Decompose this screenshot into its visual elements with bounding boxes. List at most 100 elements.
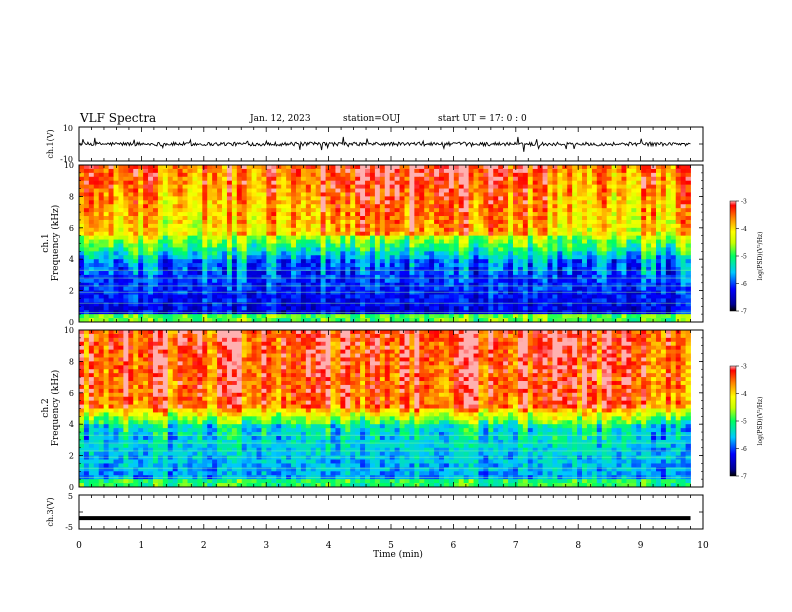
spectrogram-cell (345, 286, 351, 292)
spectrogram-cell (271, 243, 277, 248)
spectrogram-cell (295, 231, 302, 237)
spectrogram-cell (448, 263, 455, 268)
spectrogram-cell (192, 200, 198, 205)
spectrogram-cell (325, 223, 331, 229)
spectrogram-cell (478, 314, 484, 319)
spectrogram-cell (98, 302, 105, 307)
spectrogram-cell (197, 314, 203, 319)
spectrogram-cell (665, 235, 672, 240)
spectrogram-cell (651, 298, 657, 303)
spectrogram-cell (547, 278, 553, 284)
spectrogram-cell (606, 188, 613, 193)
spectrogram-cell (626, 314, 632, 319)
spectrogram-cell (591, 216, 598, 221)
spectrogram-cell (118, 172, 124, 178)
spectrogram-cell (394, 184, 400, 189)
spectrogram-cell (577, 196, 583, 201)
spectrogram-cell (295, 294, 302, 299)
spectrogram-cell (217, 231, 223, 237)
spectrogram-cell (83, 165, 90, 170)
spectrogram-cell (256, 270, 262, 276)
spectrogram-cell (448, 212, 455, 217)
spectrogram-cell (478, 188, 484, 193)
spectrogram-cell (207, 227, 213, 233)
spectrogram-cell (458, 290, 465, 295)
spectrogram-cell (83, 294, 90, 299)
spectrogram-cell (83, 290, 90, 295)
plot-title: VLF Spectra (80, 111, 157, 125)
spectrogram-cell (152, 259, 159, 264)
spectrogram-cell (601, 251, 608, 256)
spectrogram-cell (335, 235, 341, 240)
spectrogram-cell (246, 267, 252, 272)
spectrogram-cell (251, 219, 257, 225)
spectrogram-cell (162, 184, 169, 189)
spectrogram-cell (256, 204, 262, 209)
spectrogram-cell (582, 165, 588, 170)
spectrogram-cell (365, 270, 371, 276)
spectrogram-cell (384, 165, 391, 170)
spectrogram-cell (108, 172, 114, 178)
spectrogram-cell (355, 263, 361, 268)
spectrogram-cell (439, 282, 445, 288)
spectrogram-cell (374, 263, 381, 268)
spectrogram-cell (103, 188, 109, 193)
spectrogram-cell (251, 165, 257, 170)
spectrogram-cell (88, 176, 95, 182)
spectrogram-cell (143, 176, 149, 182)
spectrogram-cell (187, 278, 193, 284)
spectrogram-cell (236, 212, 243, 217)
spectrogram-cell (512, 251, 519, 256)
spectrogram-cell (537, 227, 543, 233)
spectrogram-cell (503, 184, 509, 189)
spectrogram-cell (226, 243, 233, 248)
spectrogram-cell (547, 176, 553, 182)
spectrogram-cell (310, 286, 317, 292)
spectrogram-cell (458, 263, 465, 268)
spectrogram-cell (226, 290, 233, 295)
spectrogram-cell (448, 223, 455, 229)
spectrogram-cell (651, 274, 657, 280)
spectrogram-cell (291, 294, 297, 299)
spectrogram-cell (108, 223, 114, 229)
spectrogram-cell (636, 302, 642, 307)
spectrogram-cell (656, 294, 662, 299)
spectrogram-cell (172, 318, 179, 323)
spectrogram-cell (646, 219, 652, 225)
spectrogram-cell (611, 306, 617, 311)
spectrogram-cell (527, 168, 534, 174)
spectrogram-cell (222, 259, 228, 264)
spectrogram-cell (547, 267, 553, 272)
spectrogram-cell (493, 188, 499, 193)
spectrogram-cell (448, 227, 455, 233)
spectrogram-cell (365, 267, 371, 272)
spectrogram-cell (350, 298, 356, 303)
spectrogram-cell (424, 168, 430, 174)
spectrogram-cell (231, 286, 238, 292)
spectrogram-cell (508, 306, 514, 311)
spectrogram-cell (675, 290, 682, 295)
spectrogram-cell (675, 314, 682, 319)
spectrogram-cell (675, 298, 682, 303)
spectrogram-cell (167, 227, 174, 233)
spectrogram-cell (138, 267, 144, 272)
spectrogram-cell (596, 172, 603, 178)
spectrogram-cell (295, 165, 302, 170)
spectrogram-cell (439, 176, 445, 182)
spectrogram-cell (118, 227, 124, 233)
spectrogram-cell (261, 188, 267, 193)
spectrogram-cell (217, 286, 223, 292)
spectrogram-cell (478, 216, 484, 221)
spectrogram-cell (295, 168, 302, 174)
spectrogram-cell (670, 235, 677, 240)
spectrogram-cell (266, 172, 272, 178)
spectrogram-cell (374, 274, 381, 280)
spectrogram-cell (458, 165, 465, 170)
spectrogram-cell (286, 282, 292, 288)
spectrogram-cell (473, 286, 479, 292)
spectrogram-cell (542, 200, 548, 205)
spectrogram-cell (606, 286, 613, 292)
spectrogram-cell (453, 204, 460, 209)
spectrogram-cell (360, 259, 366, 264)
spectrogram-cell (187, 227, 193, 233)
